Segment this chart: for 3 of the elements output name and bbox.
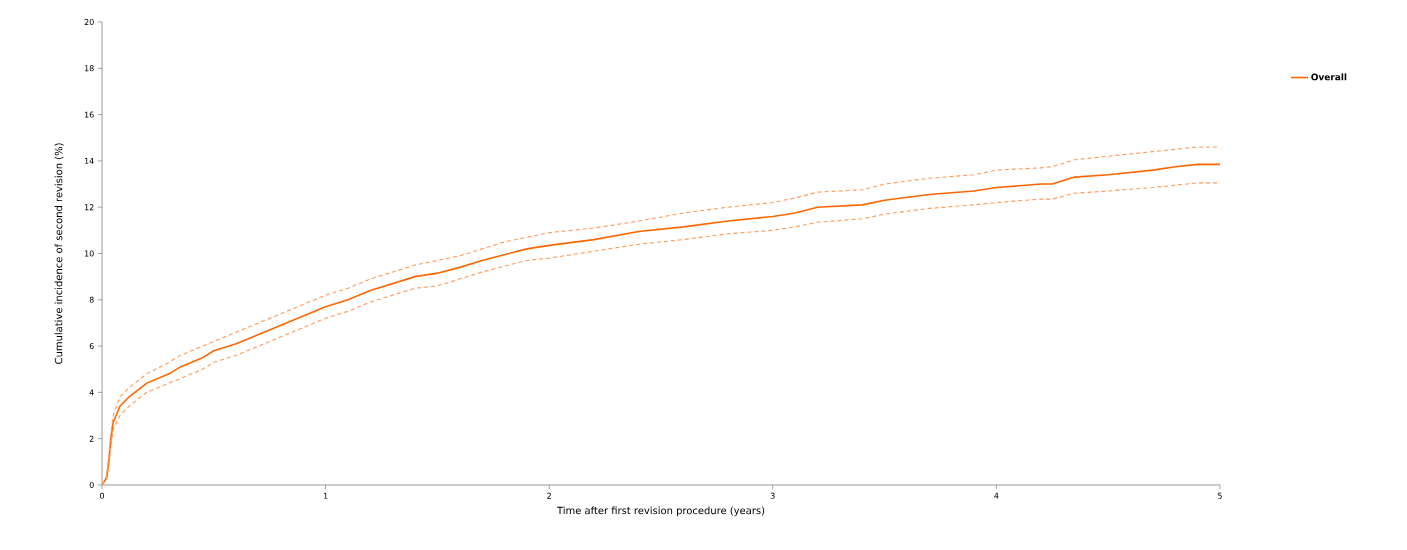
y-axis-title: Cumulative incidence of second revision (%) [54, 143, 64, 364]
x-axis-title: Time after first revision procedure (years) [556, 506, 765, 517]
legend-label: Overall [1311, 73, 1347, 81]
